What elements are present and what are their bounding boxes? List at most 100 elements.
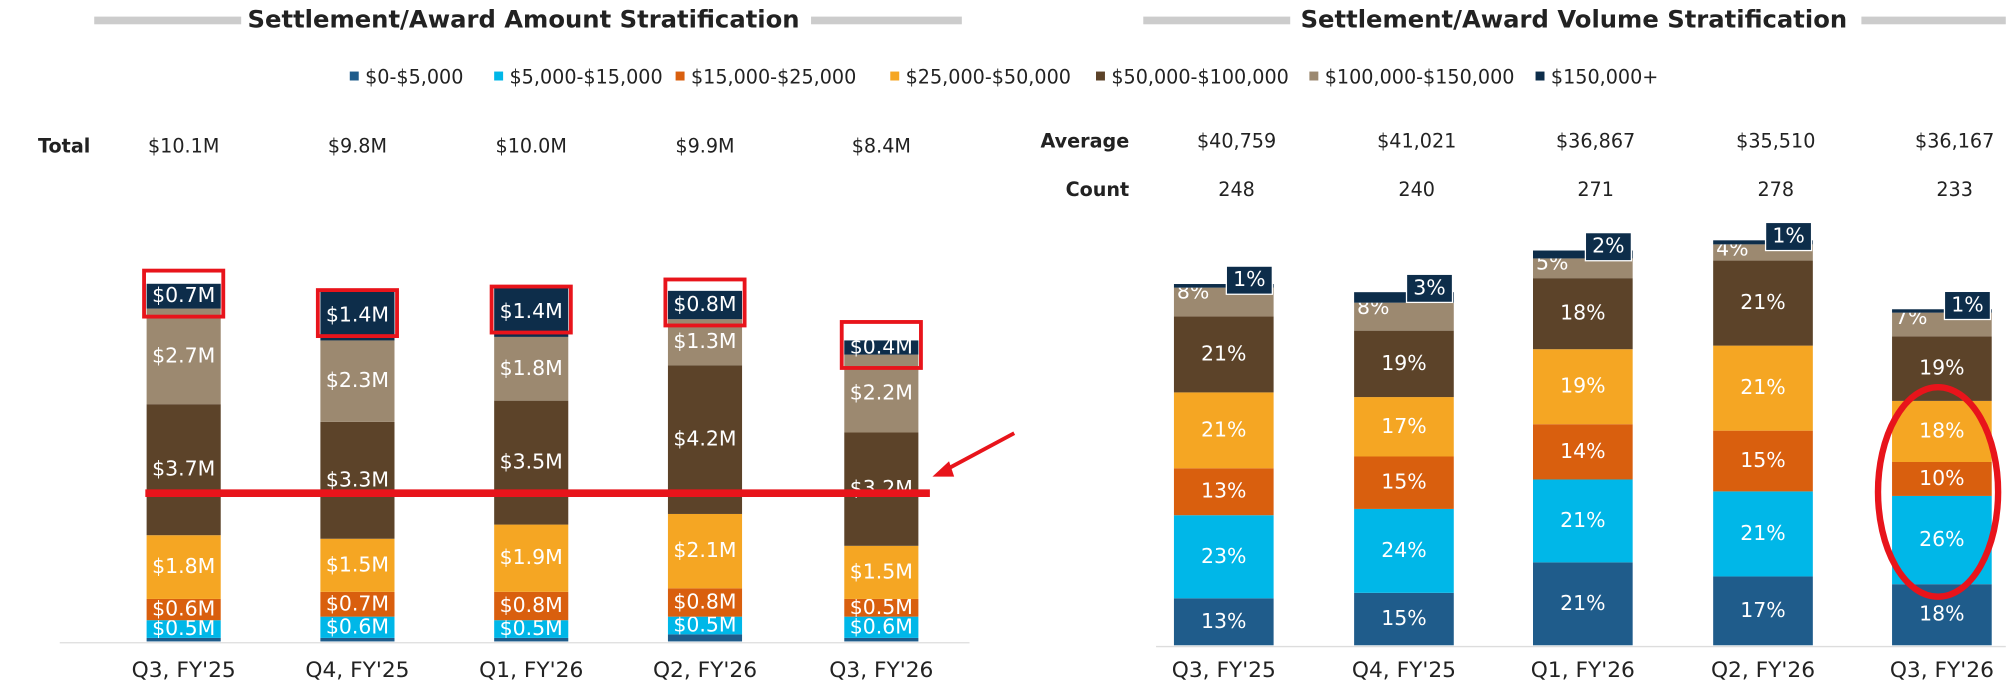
bar-segment (1533, 479, 1633, 563)
highlight-ellipse (1874, 383, 2002, 600)
bar-segment (1533, 250, 1633, 259)
title-rule (94, 16, 242, 25)
value-label: $2.3M (326, 368, 389, 392)
title-rule (1143, 16, 1291, 25)
bar-segment (667, 290, 743, 320)
x-tick-label: Q3, FY'25 (132, 658, 236, 683)
legend-swatch (349, 71, 359, 81)
value-label: $4.2M (673, 427, 736, 451)
value-label: 18% (1560, 301, 1605, 325)
bar-segment (146, 535, 221, 599)
value-label: 8% (1177, 280, 1209, 304)
value-label: $0.8M (500, 593, 563, 617)
legend-swatch (1309, 71, 1319, 81)
value-label: 13% (1201, 479, 1246, 503)
bar-segment (1892, 309, 1992, 313)
value-label: 1% (1233, 267, 1265, 291)
bar-segment (1533, 258, 1633, 279)
bar-segment (146, 620, 221, 638)
x-tick-label: Q2, FY'26 (653, 658, 757, 683)
value-label: 21% (1560, 508, 1605, 532)
value-label: 10% (1919, 466, 1964, 490)
bar-segment (320, 637, 395, 642)
value-label: 1% (1951, 292, 1983, 316)
value-label: 21% (1201, 341, 1246, 365)
bar-segment (320, 290, 395, 341)
bar-segment (146, 283, 221, 309)
value-label: $3.7M (152, 457, 215, 481)
value-label: $1.4M (326, 303, 389, 327)
bar-segment (320, 340, 395, 422)
count-label: 240 (1398, 178, 1435, 201)
chart-title: Settlement/Award Amount Stratification (248, 4, 800, 33)
x-tick-label: Q4, FY'25 (1352, 658, 1456, 683)
legend-swatch (494, 71, 504, 81)
average-label: $36,867 (1556, 129, 1635, 152)
bar-segment (146, 637, 221, 642)
badge (1764, 221, 1813, 252)
bar-segment (844, 616, 919, 638)
x-tick-label: Q1, FY'26 (1531, 658, 1635, 683)
bar-segment (1713, 260, 1813, 346)
value-label: 19% (1381, 351, 1426, 375)
badge (1225, 265, 1273, 295)
bar-segment (667, 634, 743, 642)
bar-segment (1533, 349, 1633, 425)
bar-segment (146, 308, 221, 405)
total-label: $10.0M (496, 134, 567, 157)
total-label: $8.4M (852, 134, 911, 157)
legend-label: $5,000-$15,000 (510, 65, 663, 88)
value-label: $0.8M (673, 292, 736, 316)
bar-segment (1713, 240, 1813, 245)
bar-segment (146, 404, 221, 536)
bar-segment (494, 336, 569, 401)
badge (1405, 273, 1454, 304)
legend-label: $0-$5,000 (365, 65, 463, 88)
x-tick-label: Q3, FY'26 (1890, 658, 1994, 683)
title-rule (811, 16, 962, 25)
bar-segment (320, 591, 395, 617)
legend-swatch (675, 71, 685, 81)
value-label: $0.4M (850, 335, 913, 359)
bar-segment (1713, 345, 1813, 431)
value-label: 24% (1381, 538, 1426, 562)
value-label: 7% (1895, 305, 1927, 329)
total-label: $10.1M (148, 134, 219, 157)
bar-segment (494, 591, 569, 621)
value-label: $3.5M (500, 450, 563, 474)
value-label: $0.6M (326, 614, 389, 638)
total-label: $9.9M (675, 134, 734, 157)
legend-label: $100,000-$150,000 (1325, 65, 1515, 88)
bar-segment (494, 620, 569, 638)
row-label: Total (38, 134, 90, 157)
row-label: Average (1041, 129, 1130, 152)
value-label: 19% (1919, 356, 1964, 380)
value-label: 21% (1201, 417, 1246, 441)
x-tick-label: Q3, FY'26 (829, 658, 933, 683)
row-label: Count (1066, 178, 1130, 201)
bar-segment (1533, 424, 1633, 480)
arrow-head (932, 461, 955, 477)
value-label: 21% (1740, 375, 1785, 399)
legend-swatch (1096, 71, 1105, 81)
value-label: $1.5M (326, 552, 389, 576)
average-label: $35,510 (1736, 129, 1815, 152)
bar-segment (1713, 491, 1813, 577)
title-rule (1861, 16, 2006, 25)
bar-segment (1713, 430, 1813, 492)
bar-segment (1354, 330, 1454, 398)
bar-segment (1892, 461, 1992, 496)
bar-segment (320, 421, 395, 539)
badge (1584, 231, 1633, 262)
x-tick-label: Q4, FY'25 (305, 658, 409, 683)
x-tick-label: Q1, FY'26 (479, 658, 583, 683)
value-label: $1.9M (500, 545, 563, 569)
value-label: $3.3M (326, 467, 389, 491)
bar-segment (1533, 278, 1633, 350)
bar-segment (844, 545, 919, 599)
average-label: $41,021 (1377, 129, 1456, 152)
bar-segment (844, 432, 919, 546)
x-tick-label: Q3, FY'25 (1172, 658, 1276, 683)
x-tick-label: Q2, FY'26 (1711, 658, 1815, 683)
bar-segment (1354, 592, 1454, 646)
